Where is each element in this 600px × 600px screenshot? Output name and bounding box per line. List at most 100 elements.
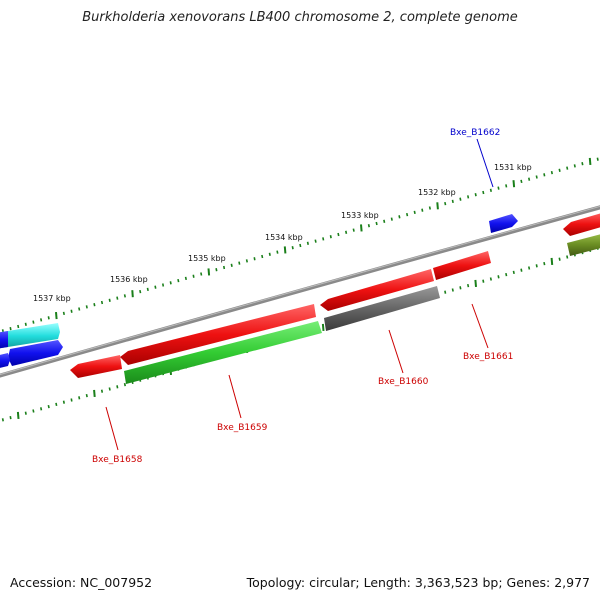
gene-label-bxe-b1660[interactable]: Bxe_B1660 [378, 377, 429, 387]
major-tick [283, 246, 287, 254]
kbp-label: 1532 kbp [418, 188, 456, 197]
minor-tick [108, 298, 111, 302]
minor-tick [215, 268, 218, 272]
page-title: Burkholderia xenovorans LB400 chromosome… [82, 10, 518, 25]
minor-tick [78, 396, 81, 400]
minor-tick [184, 276, 187, 281]
leader-bxe-b1662 [476, 138, 494, 188]
minor-tick [162, 283, 165, 287]
minor-tick [337, 232, 340, 237]
minor-tick [482, 190, 485, 195]
leader-bxe-b1660 [388, 329, 404, 374]
minor-tick [306, 241, 309, 245]
minor-tick [123, 294, 126, 298]
minor-tick [367, 224, 370, 228]
kbp-label: 1533 kbp [341, 211, 379, 220]
gene-label-bxe-b1658[interactable]: Bxe_B1658 [92, 455, 143, 465]
minor-tick [93, 303, 96, 307]
gene-bxe-b1658[interactable] [70, 355, 122, 378]
minor-tick [55, 402, 58, 407]
minor-tick [558, 257, 561, 261]
minor-tick [17, 324, 20, 329]
gene-labels: Bxe_B1662 Bxe_B1661 Bxe_B1660 Bxe_B1659 … [92, 128, 513, 465]
kbp-label: 1537 kbp [33, 294, 71, 303]
gene-bxe-b1659[interactable] [124, 321, 322, 384]
minor-tick [9, 326, 12, 331]
gene-bxe-b1662[interactable] [489, 214, 518, 233]
kbp-label: 1534 kbp [265, 233, 303, 242]
minor-tick [276, 250, 279, 254]
gene-red-right-edge[interactable] [563, 212, 600, 236]
minor-tick [543, 173, 546, 177]
major-tick [512, 180, 516, 188]
minor-tick [245, 259, 248, 263]
minor-tick [421, 208, 424, 212]
minor-tick [444, 290, 447, 294]
leader-bxe-b1659 [228, 374, 242, 419]
minor-tick [223, 265, 226, 270]
minor-tick [505, 184, 508, 188]
gene-blue-left-edge[interactable] [0, 331, 8, 349]
minor-tick [535, 175, 538, 179]
gene-features [0, 212, 600, 384]
gene-cyan[interactable] [0, 323, 60, 349]
gene-red-large[interactable] [120, 304, 316, 365]
minor-tick [459, 286, 462, 290]
minor-tick [459, 197, 462, 201]
minor-tick [192, 274, 195, 278]
major-tick [550, 257, 554, 265]
minor-tick [566, 166, 569, 170]
minor-tick [299, 243, 302, 248]
major-tick [55, 312, 58, 320]
gene-bxe-b1660[interactable] [324, 286, 440, 331]
minor-tick [558, 168, 561, 172]
gene-bxe-b1661[interactable] [433, 251, 491, 280]
chromosome-backbone [0, 205, 600, 378]
minor-tick [230, 263, 233, 267]
gene-blue[interactable] [8, 340, 63, 366]
major-tick [93, 389, 96, 397]
minor-tick [489, 277, 492, 281]
minor-tick [390, 217, 393, 221]
gene-label-bxe-b1659[interactable]: Bxe_B1659 [217, 423, 268, 433]
minor-tick [261, 254, 264, 259]
gene-olive-right-edge[interactable] [567, 233, 600, 256]
minor-tick [268, 252, 271, 256]
major-tick [436, 202, 439, 210]
minor-tick [123, 382, 126, 387]
minor-tick [146, 287, 149, 292]
minor-tick [32, 409, 35, 413]
major-tick [588, 157, 592, 165]
minor-tick [497, 186, 500, 190]
label-leaders [105, 138, 494, 451]
genome-summary-text: Topology: circular; Length: 3,363,523 bp… [246, 575, 590, 590]
kbp-label: 1536 kbp [110, 275, 148, 284]
minor-tick [314, 239, 317, 243]
minor-tick [322, 237, 325, 241]
major-tick [321, 323, 325, 331]
kbp-labels: 1531 kbp 1532 kbp 1533 kbp 1534 kbp 1535… [33, 163, 532, 303]
gene-label-bxe-b1661[interactable]: Bxe_B1661 [463, 352, 513, 362]
minor-tick [85, 393, 88, 398]
minor-tick [406, 212, 409, 217]
major-tick [16, 411, 20, 419]
major-tick [207, 268, 211, 276]
minor-tick [238, 261, 241, 265]
minor-tick [482, 279, 485, 283]
minor-tick [70, 398, 73, 402]
leader-bxe-b1658 [105, 406, 119, 451]
minor-tick [528, 177, 531, 181]
outer-tick-track [1, 157, 599, 333]
minor-tick [47, 404, 50, 409]
minor-tick [253, 257, 256, 261]
minor-tick [100, 389, 104, 393]
gene-label-bxe-b1662[interactable]: Bxe_B1662 [450, 128, 500, 138]
major-tick [474, 279, 477, 287]
gene-blue-small[interactable] [0, 353, 10, 369]
minor-tick [451, 288, 454, 292]
minor-tick [505, 272, 508, 277]
gene-red-middle[interactable] [320, 269, 434, 311]
minor-tick [383, 219, 386, 223]
leader-bxe-b1661 [471, 303, 489, 349]
